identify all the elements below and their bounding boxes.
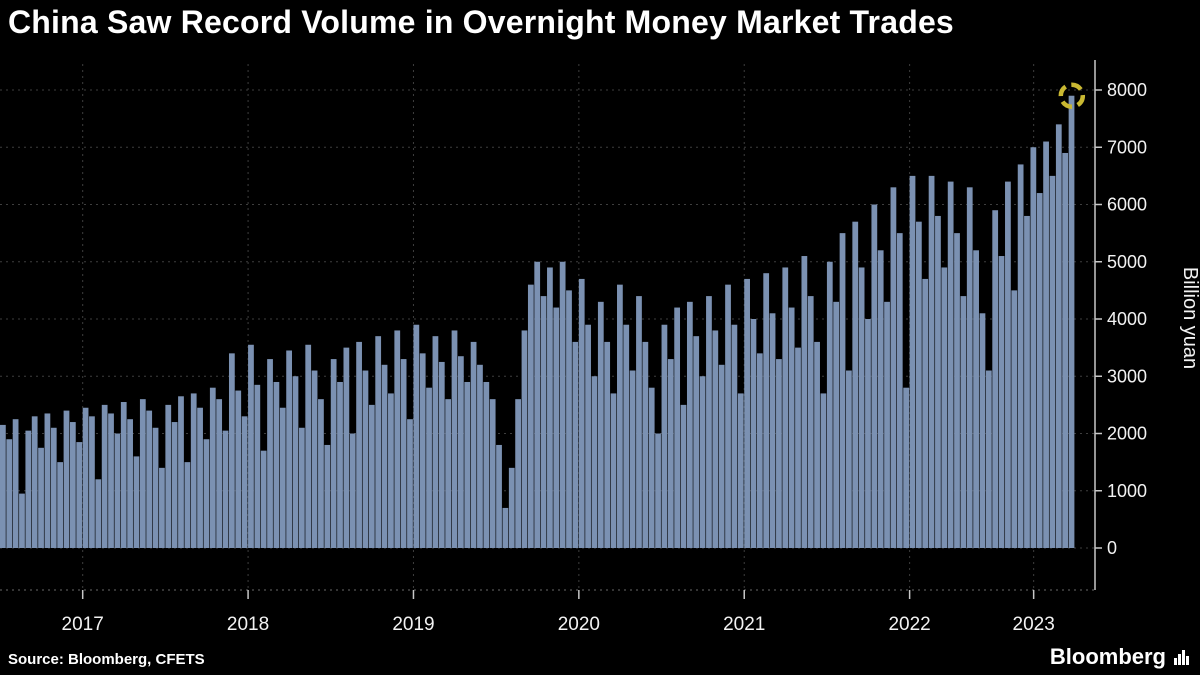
y-axis-title: Billion yuan — [1179, 267, 1200, 369]
bloomberg-wordmark: Bloomberg — [1049, 644, 1166, 669]
record-high-marker — [1058, 82, 1086, 109]
y-tick-label: 2000 — [1107, 424, 1147, 444]
x-tick-label: 2023 — [1013, 614, 1055, 635]
x-tick-label: 2020 — [558, 614, 600, 635]
x-tick-label: 2017 — [62, 614, 104, 635]
x-axis: 2017 2018 2019 2020 2021 2022 2023 — [0, 589, 1095, 635]
x-tick-label: 2021 — [723, 614, 765, 635]
y-tick-label: 8000 — [1107, 80, 1147, 100]
x-tick-label: 2019 — [392, 614, 434, 635]
y-tick-label: 3000 — [1107, 366, 1147, 386]
volume-bars — [0, 95, 1075, 549]
y-tick-label: 5000 — [1107, 252, 1147, 272]
y-tick-label: 7000 — [1107, 137, 1147, 157]
source-label: Source: Bloomberg, CFETS — [8, 651, 205, 668]
x-tick-label: 2018 — [227, 614, 269, 635]
bloomberg-bars-icon — [1173, 649, 1190, 666]
y-tick-label: 4000 — [1107, 309, 1147, 329]
y-tick-label: 6000 — [1107, 195, 1147, 215]
y-axis: 0 1000 2000 3000 4000 5000 6000 7000 8000 — [1094, 60, 1147, 590]
x-tick-label: 2022 — [888, 614, 930, 635]
y-tick-label: 0 — [1107, 538, 1117, 558]
chart-title: China Saw Record Volume in Overnight Mon… — [8, 4, 954, 40]
y-tick-label: 1000 — [1107, 481, 1147, 501]
bloomberg-logo: Bloomberg — [1050, 644, 1190, 670]
